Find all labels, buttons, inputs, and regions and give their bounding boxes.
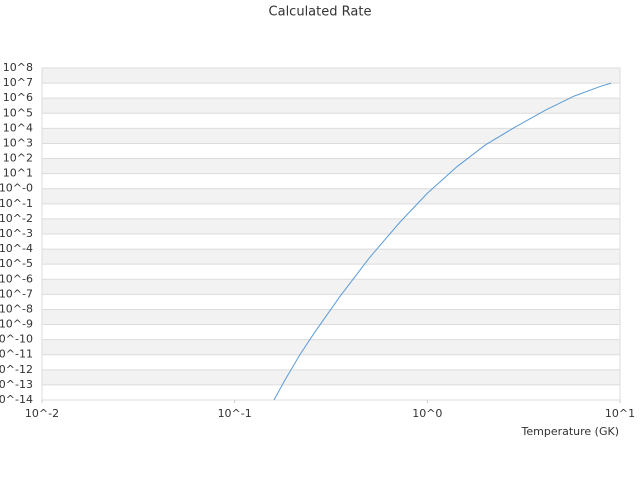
y-tick-label: 10^1 <box>3 167 33 180</box>
y-tick-label: 10^-4 <box>0 242 33 255</box>
grid-band <box>42 339 620 355</box>
data-line <box>273 82 612 401</box>
grid-band <box>42 279 620 295</box>
x-tick-label: 10^0 <box>412 407 442 420</box>
y-tick-label: 10^-9 <box>0 318 33 331</box>
grid-band <box>42 369 620 385</box>
y-tick-label: 10^-10 <box>0 333 33 346</box>
y-tick-label: 10^-12 <box>0 363 33 376</box>
grid-band <box>42 128 620 144</box>
y-tick-label: 10^-13 <box>0 378 33 391</box>
y-tick-label: 10^5 <box>3 106 33 119</box>
grid-band <box>42 188 620 204</box>
y-tick-label: 10^-6 <box>0 272 33 285</box>
y-tick-label: 10^2 <box>3 152 33 165</box>
grid-band <box>42 309 620 325</box>
y-tick-label: 10^-5 <box>0 257 33 270</box>
y-tick-label: 10^-2 <box>0 212 33 225</box>
y-tick-label: 10^-11 <box>0 348 33 361</box>
y-tick-label: 10^-8 <box>0 302 33 315</box>
y-tick-label: 10^4 <box>3 121 33 134</box>
y-tick-label: 10^6 <box>3 91 33 104</box>
plot-frame <box>41 67 621 401</box>
x-axis-label: Temperature (GK) <box>521 425 620 438</box>
grid-band <box>42 249 620 265</box>
y-tick-label: 10^-3 <box>0 227 33 240</box>
y-tick-label: 10^3 <box>3 136 33 149</box>
grid-band <box>42 98 620 114</box>
grid-band <box>42 218 620 234</box>
y-tick-label: 10^8 <box>3 61 33 74</box>
y-tick-label: 10^-0 <box>0 182 33 195</box>
y-tick-label: 10^-7 <box>0 287 33 300</box>
y-tick-label: 10^-14 <box>0 393 33 406</box>
grid-band <box>42 68 620 84</box>
x-tick-label: 10^-1 <box>218 407 252 420</box>
y-tick-label: 10^-1 <box>0 197 33 210</box>
x-tick-label: 10^1 <box>605 407 635 420</box>
x-tick-label: 10^-2 <box>25 407 59 420</box>
chart-title: Calculated Rate <box>269 5 372 20</box>
y-tick-label: 10^7 <box>3 76 33 89</box>
grid-band <box>42 158 620 174</box>
